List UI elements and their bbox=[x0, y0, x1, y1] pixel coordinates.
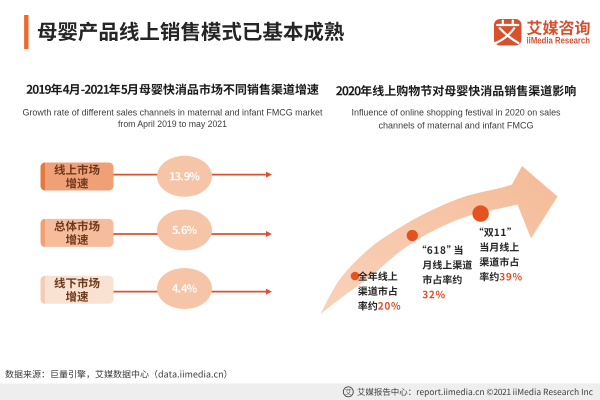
svg-text:Growth rate of different sales: Growth rate of different sales channels … bbox=[23, 108, 323, 119]
svg-text:from April 2019 to may 2021: from April 2019 to may 2021 bbox=[118, 119, 227, 130]
svg-text:iiMedia Research: iiMedia Research bbox=[527, 36, 591, 47]
svg-text:Influence of online shopping f: Influence of online shopping festival in… bbox=[352, 108, 561, 119]
svg-text:channels of maternal and infan: channels of maternal and infant FMCG bbox=[379, 121, 534, 132]
